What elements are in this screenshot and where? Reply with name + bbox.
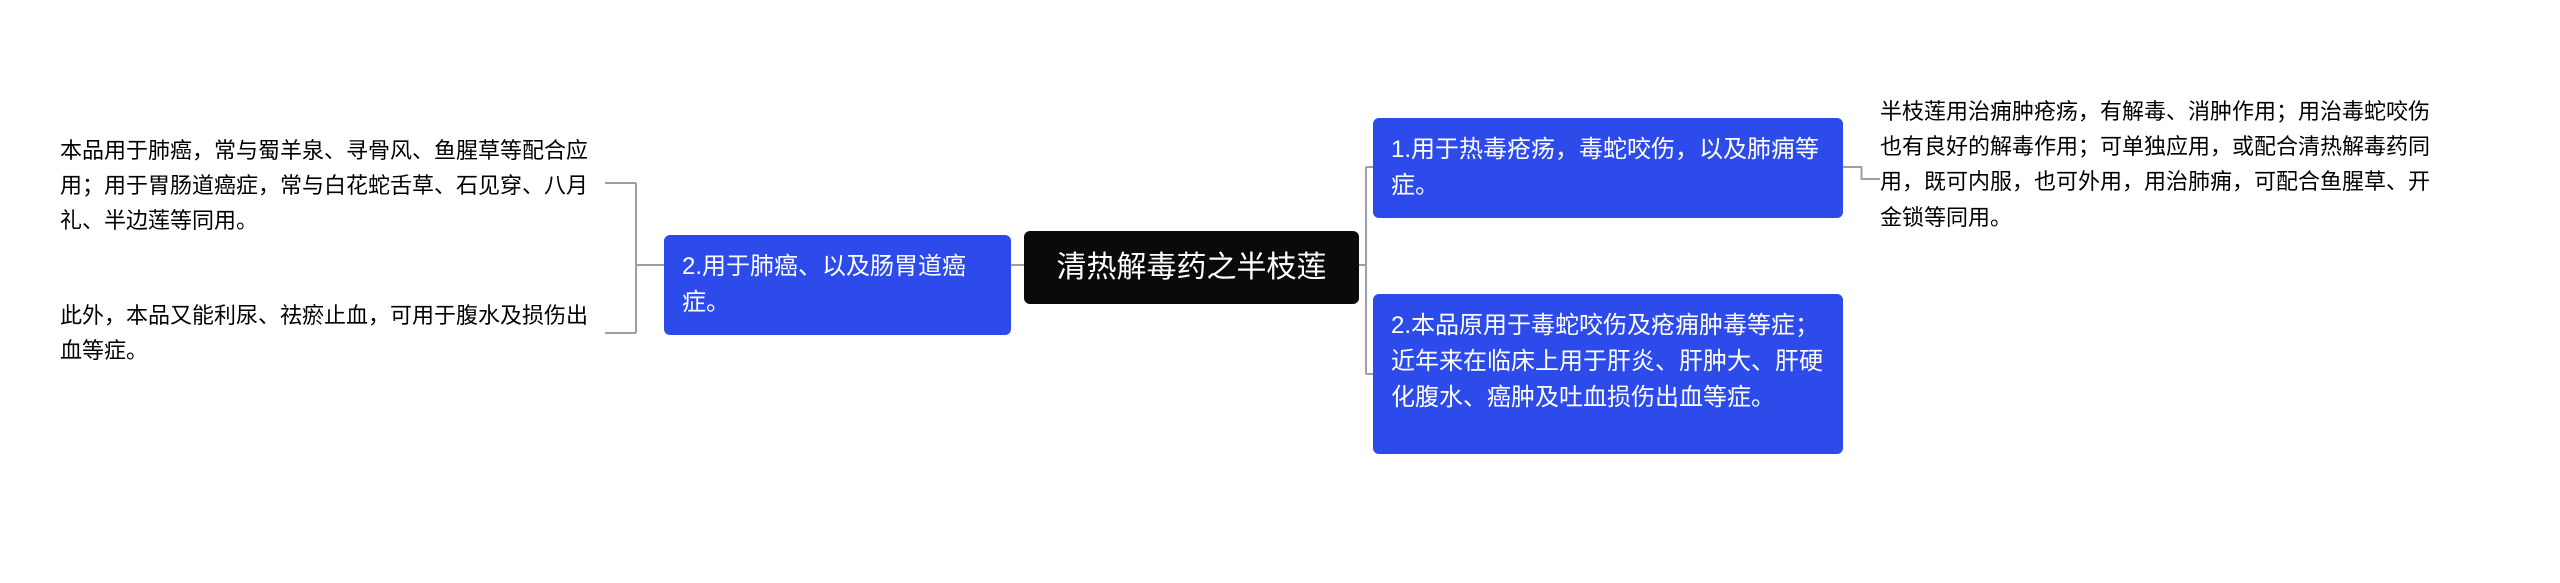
left-leaf-node[interactable]: 此外，本品又能利尿、祛瘀止血，可用于腹水及损伤出血等症。 <box>60 298 605 368</box>
connector-path <box>1359 167 1373 374</box>
root-node[interactable]: 清热解毒药之半枝莲 <box>1024 231 1359 304</box>
left-branch-label: 2.用于肺癌、以及肠胃道癌症。 <box>682 249 993 321</box>
right-branch-label: 2.本品原用于毒蛇咬伤及疮痈肿毒等症；近年来在临床上用于肝炎、肝肿大、肝硬化腹水… <box>1391 312 1823 411</box>
right-branch-node[interactable]: 1.用于热毒疮疡，毒蛇咬伤，以及肺痈等症。 <box>1373 118 1843 218</box>
right-branch-label: 1.用于热毒疮疡，毒蛇咬伤，以及肺痈等症。 <box>1391 136 1819 199</box>
right-leaf-text: 半枝莲用治痈肿疮疡，有解毒、消肿作用；用治毒蛇咬伤也有良好的解毒作用；可单独应用… <box>1880 99 2430 230</box>
mindmap-canvas: 清热解毒药之半枝莲 2.用于肺癌、以及肠胃道癌症。 本品用于肺癌，常与蜀羊泉、寻… <box>0 0 2560 583</box>
left-branch-node[interactable]: 2.用于肺癌、以及肠胃道癌症。 <box>664 235 1011 335</box>
connector-path <box>1843 167 1880 179</box>
left-leaf-text: 此外，本品又能利尿、祛瘀止血，可用于腹水及损伤出血等症。 <box>60 303 588 363</box>
connector-path <box>605 183 664 333</box>
right-branch-node[interactable]: 2.本品原用于毒蛇咬伤及疮痈肿毒等症；近年来在临床上用于肝炎、肝肿大、肝硬化腹水… <box>1373 294 1843 454</box>
root-label: 清热解毒药之半枝莲 <box>1057 245 1327 290</box>
left-leaf-text: 本品用于肺癌，常与蜀羊泉、寻骨风、鱼腥草等配合应用；用于胃肠道癌症，常与白花蛇舌… <box>60 138 588 233</box>
right-leaf-node[interactable]: 半枝莲用治痈肿疮疡，有解毒、消肿作用；用治毒蛇咬伤也有良好的解毒作用；可单独应用… <box>1880 94 2450 269</box>
left-leaf-node[interactable]: 本品用于肺癌，常与蜀羊泉、寻骨风、鱼腥草等配合应用；用于胃肠道癌症，常与白花蛇舌… <box>60 133 605 239</box>
